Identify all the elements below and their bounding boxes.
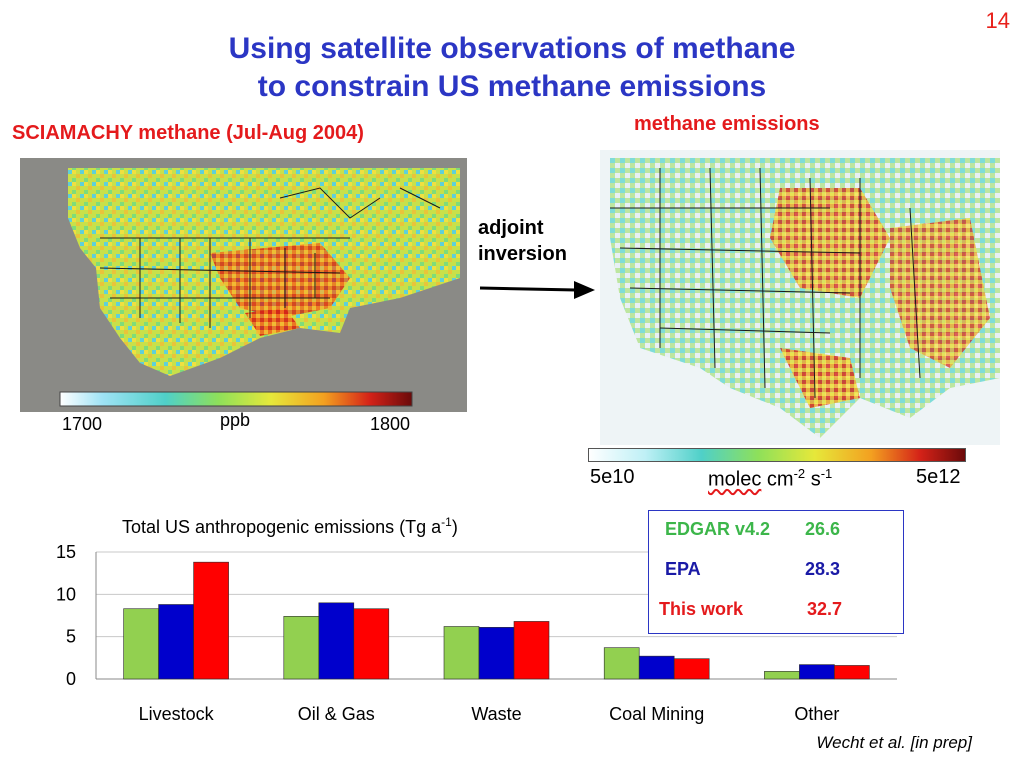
chart-title-exp: -1 — [441, 515, 452, 529]
bar — [513, 621, 550, 680]
unit-molec: molec — [708, 468, 762, 491]
totals-row: EPA 28.3 — [665, 559, 840, 580]
bar — [478, 627, 515, 680]
emissions-bar-chart: 0 5 10 15 Livestock Oil & Gas Waste Coal Minin… — [56, 542, 897, 724]
y-tick-label: 5 — [66, 627, 76, 647]
totals-row: EDGAR v4.2 26.6 — [665, 519, 840, 540]
bar — [353, 608, 390, 680]
unit-s: s — [805, 468, 821, 491]
totals-row: This work 32.7 — [659, 599, 842, 620]
chart-x-tick-labels: Livestock Oil & Gas Waste Coal Mining Other — [139, 704, 840, 724]
totals-box: EDGAR v4.2 26.6 EPA 28.3 This work 32.7 — [648, 510, 904, 634]
chart-title-close: ) — [451, 517, 458, 537]
chart-title-text: Total US anthropogenic emissions (Tg a — [122, 517, 442, 537]
unit-exp-s: -1 — [820, 466, 833, 481]
adjoint-inversion-label: adjoint inversion — [478, 215, 567, 267]
left-colorbar-unit: ppb — [220, 410, 251, 430]
right-colorbar-unit: molec cm-2 s-1 — [708, 466, 832, 492]
title-line-1: Using satellite observations of methane — [228, 32, 796, 65]
emissions-colorbar — [588, 448, 966, 462]
bar — [603, 647, 640, 680]
sciamachy-methane-map — [20, 158, 467, 412]
chart-y-tick-labels: 0 5 10 15 — [56, 542, 76, 689]
citation: Wecht et al. [in prep] — [816, 733, 972, 752]
slide-number: 14 — [985, 8, 1010, 33]
totals-name: This work — [659, 599, 744, 619]
right-colorbar-max: 5e12 — [916, 466, 961, 488]
slide-title: Using satellite observations of methane … — [0, 30, 1024, 106]
unit-exp-cm: -2 — [793, 466, 806, 481]
x-tick-label: Other — [794, 704, 839, 724]
totals-value: 32.7 — [807, 599, 843, 619]
right-arrow-icon — [479, 281, 595, 299]
y-tick-label: 0 — [66, 669, 76, 689]
bar — [764, 671, 800, 680]
bar — [193, 561, 229, 680]
emissions-label: methane emissions — [634, 113, 820, 135]
title-line-2: to constrain US methane emissions — [257, 70, 767, 103]
x-tick-label: Waste — [471, 704, 521, 724]
bar — [638, 655, 675, 680]
chart-title: Total US anthropogenic emissions (Tg a-1… — [122, 515, 458, 538]
methane-emissions-map — [588, 150, 1000, 448]
bar — [443, 626, 480, 680]
totals-value: 26.6 — [805, 519, 841, 539]
y-tick-label: 10 — [56, 584, 76, 604]
right-colorbar-min: 5e10 — [590, 466, 635, 488]
y-tick-label: 15 — [56, 542, 76, 562]
bar — [834, 665, 870, 680]
x-tick-label: Oil & Gas — [298, 704, 375, 724]
unit-cm: cm — [761, 468, 794, 491]
bar — [673, 658, 710, 680]
bar — [158, 604, 194, 680]
x-tick-label: Coal Mining — [609, 704, 704, 724]
bar — [318, 602, 355, 680]
chart-bars — [123, 561, 870, 680]
left-colorbar-min: 1700 — [62, 414, 103, 434]
totals-name: EPA — [665, 559, 701, 579]
bar — [283, 616, 320, 680]
adjoint-label-line-2: inversion — [478, 243, 567, 265]
bar — [799, 664, 835, 680]
bar — [123, 608, 159, 680]
sciamachy-label: SCIAMACHY methane (Jul-Aug 2004) — [12, 122, 364, 144]
left-colorbar-max: 1800 — [370, 414, 411, 434]
adjoint-label-line-1: adjoint — [478, 217, 544, 239]
x-tick-label: Livestock — [139, 704, 215, 724]
totals-value: 28.3 — [805, 559, 841, 579]
totals-name: EDGAR v4.2 — [665, 519, 771, 539]
